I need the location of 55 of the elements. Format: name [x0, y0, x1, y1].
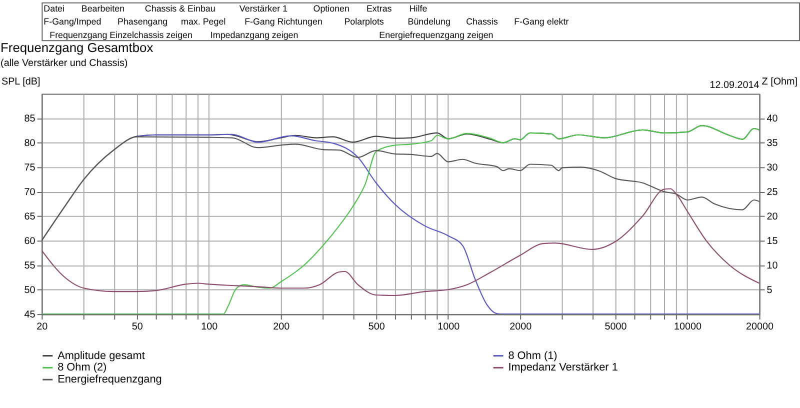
text: Chassis & Einbau	[144, 3, 216, 14]
y-tick-label: 65	[24, 212, 36, 223]
legend-label: Energiefrequenzgang	[58, 374, 162, 386]
legend-label: 8 Ohm (1)	[508, 350, 558, 362]
y2-tick-label: 35	[766, 138, 778, 150]
x-tick-label: 200	[273, 321, 290, 332]
x-tick-label: 20	[36, 321, 48, 332]
legend-label: 8 Ohm (2)	[58, 362, 107, 374]
x-tick-label: 500	[368, 321, 386, 332]
text: F-Gang/Imped	[44, 16, 102, 26]
y-tick-label: 55	[24, 260, 36, 272]
legend-label: Amplitude gesamt	[58, 350, 145, 362]
text: Hilfe	[409, 3, 428, 14]
y2-tick-label: 25	[766, 187, 778, 198]
y-axis-title: SPL [dB]	[1, 76, 40, 88]
text: Verstärker 1	[239, 3, 288, 14]
chart-subtitle: (alle Verstärker und Chassis)	[0, 58, 128, 69]
y2-tick-label: 30	[766, 162, 778, 174]
x-tick-label: 10000	[674, 321, 702, 332]
chart-title: Frequenzgang Gesamtbox	[0, 40, 154, 56]
text: Polarplots	[344, 16, 384, 26]
x-tick-label: 50	[132, 321, 144, 332]
x-tick-label: 2000	[510, 321, 532, 332]
text: Impedanzgang zeigen	[210, 30, 298, 40]
text: Optionen	[313, 3, 350, 14]
legend-label: Impedanz Verstärker 1	[508, 362, 618, 374]
text: Energiefrequenzgang zeigen	[379, 30, 494, 40]
text: 12.09.2014	[710, 80, 760, 91]
y2-tick-label: 15	[766, 236, 778, 248]
y-tick-label: 80	[24, 138, 36, 150]
y2-tick-label: 20	[766, 212, 778, 223]
y-tick-label: 60	[24, 236, 36, 248]
text: max. Pegel	[181, 16, 226, 26]
text: F-Gang elektr	[514, 16, 569, 26]
y-tick-label: 50	[24, 285, 36, 296]
y2-tick-label: 40	[766, 114, 778, 125]
text: Chassis	[466, 16, 498, 26]
x-tick-label: 5000	[604, 321, 628, 332]
x-tick-label: 20000	[746, 321, 774, 332]
text: Bearbeiten	[81, 3, 125, 14]
y-tick-label: 85	[24, 114, 36, 125]
text: F-Gang Richtungen	[244, 16, 322, 26]
y2-tick-label: 10	[766, 260, 778, 272]
y2-tick-label: 5	[766, 285, 773, 296]
text: Bündelung	[408, 16, 450, 26]
y-tick-label: 45	[24, 310, 36, 321]
text: Extras	[366, 3, 392, 14]
text: Datei	[44, 3, 65, 14]
text: Phasengang	[118, 16, 168, 26]
y-tick-label: 75	[24, 162, 36, 174]
y-tick-label: 70	[24, 187, 36, 198]
text: Frequenzgang Einzelchassis zeigen	[50, 30, 193, 40]
x-tick-label: 100	[201, 321, 218, 332]
x-tick-label: 1000	[438, 321, 460, 332]
y2-axis-title: Z [Ohm]	[762, 76, 798, 88]
